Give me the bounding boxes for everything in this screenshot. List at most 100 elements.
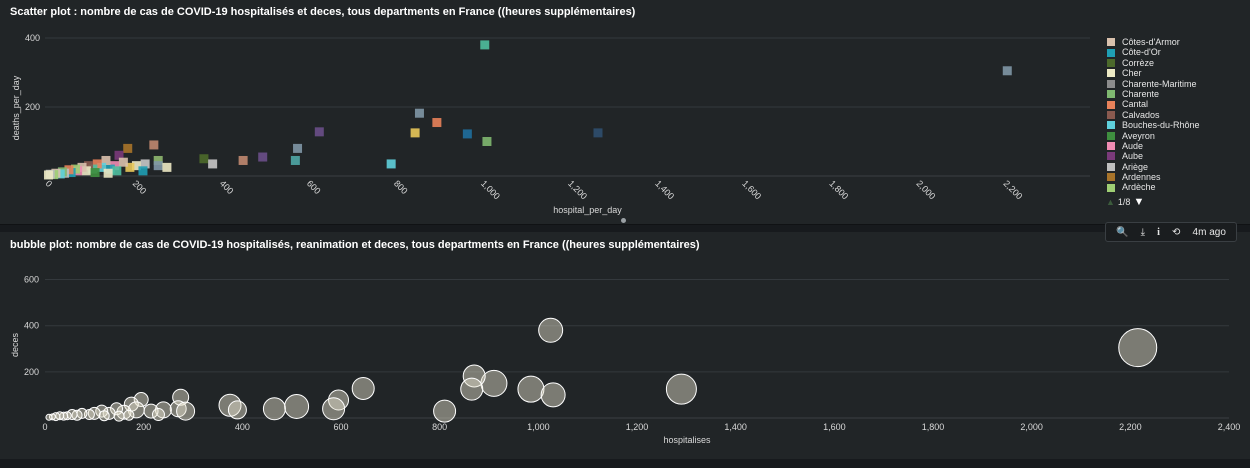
bubble-point[interactable]: [538, 317, 564, 343]
scatter-point[interactable]: [153, 155, 163, 165]
legend-item[interactable]: Cantal: [1107, 99, 1247, 109]
scatter-point[interactable]: [123, 143, 133, 153]
legend-item[interactable]: Charente-Maritime: [1107, 79, 1247, 89]
page-footer-strip: [0, 459, 1250, 468]
legend-item[interactable]: Ardennes: [1107, 172, 1247, 182]
legend-item[interactable]: Ardèche: [1107, 182, 1247, 192]
scatter-point[interactable]: [103, 168, 113, 178]
bubble-point[interactable]: [227, 400, 247, 420]
bubble-point[interactable]: [176, 401, 196, 421]
legend-item[interactable]: Charente: [1107, 89, 1247, 99]
y-tick-label: 200: [24, 367, 39, 377]
bubble-point[interactable]: [98, 410, 110, 422]
y-tick-label: 200: [25, 102, 40, 112]
bubble-chart: 200 400 600 0 200 400 600 800 1,000 1,200 1,400 1,6…: [10, 275, 1240, 445]
download-icon[interactable]: ⤓: [1140, 226, 1146, 238]
x-tick-label: 0: [42, 422, 47, 432]
scatter-point[interactable]: [112, 166, 122, 176]
scatter-point[interactable]: [125, 162, 135, 172]
bubble-point[interactable]: [322, 397, 346, 421]
search-icon[interactable]: 🔍: [1116, 226, 1129, 238]
scatter-point[interactable]: [199, 154, 209, 164]
legend-item[interactable]: Aude: [1107, 141, 1247, 151]
legend-item[interactable]: Corrèze: [1107, 58, 1247, 68]
x-tick-label: 0: [44, 178, 55, 189]
bubble-point[interactable]: [116, 404, 132, 420]
scatter-point[interactable]: [118, 157, 128, 167]
scatter-point[interactable]: [1002, 66, 1012, 76]
bubble-point[interactable]: [45, 413, 53, 421]
scatter-legend: Côtes-d'Armor Côte-d'Or Corrèze Cher Charent…: [1107, 37, 1247, 193]
scatter-point[interactable]: [92, 159, 102, 169]
legend-label: Calvados: [1122, 109, 1160, 120]
bubble-point[interactable]: [460, 377, 484, 401]
scatter-point[interactable]: [462, 129, 472, 139]
bubble-point[interactable]: [110, 402, 124, 416]
scatter-point[interactable]: [480, 40, 490, 50]
scatter-point[interactable]: [293, 143, 303, 153]
scatter-point[interactable]: [43, 170, 53, 180]
legend-item[interactable]: Ariège: [1107, 162, 1247, 172]
panel-resize-handle[interactable]: [621, 218, 626, 223]
refresh-icon[interactable]: ⟲: [1172, 226, 1181, 238]
bubble-point[interactable]: [62, 411, 72, 421]
info-icon[interactable]: i: [1157, 226, 1160, 238]
scatter-point[interactable]: [593, 128, 603, 138]
legend-item[interactable]: Côtes-d'Armor: [1107, 37, 1247, 47]
legend-item[interactable]: Cher: [1107, 68, 1247, 78]
bubble-point[interactable]: [113, 410, 125, 422]
bubble-point[interactable]: [284, 393, 310, 419]
scatter-point[interactable]: [482, 137, 492, 146]
scatter-point[interactable]: [432, 118, 442, 128]
scatter-point[interactable]: [149, 140, 159, 150]
x-tick-label: 2,200: [1002, 178, 1025, 201]
bubble-point[interactable]: [151, 408, 165, 422]
scatter-point[interactable]: [90, 168, 100, 178]
bubble-point[interactable]: [517, 375, 545, 403]
y-tick-label: 400: [25, 33, 40, 43]
bubble-point[interactable]: [1118, 328, 1158, 368]
legend-item[interactable]: Bouches-du-Rhône: [1107, 120, 1247, 130]
x-tick-label: 200: [136, 422, 151, 432]
scatter-point[interactable]: [84, 161, 94, 171]
bubble-point[interactable]: [433, 399, 457, 423]
scatter-point[interactable]: [410, 128, 420, 138]
bubble-point[interactable]: [351, 376, 375, 400]
bubble-point[interactable]: [665, 373, 697, 405]
x-tick-label: 800: [392, 178, 410, 196]
legend-item[interactable]: Aveyron: [1107, 131, 1247, 141]
scatter-point[interactable]: [414, 108, 424, 118]
scatter-point[interactable]: [314, 127, 324, 137]
scatter-point[interactable]: [101, 155, 111, 165]
scatter-point[interactable]: [153, 161, 163, 171]
legend-page-up-icon[interactable]: ▲: [1106, 197, 1115, 207]
bubble-point[interactable]: [133, 392, 149, 408]
bubble-panel: bubble plot: nombre de cas de COVID-19 h…: [0, 232, 1250, 459]
legend-swatch: [1107, 58, 1115, 67]
legend-item[interactable]: Calvados: [1107, 110, 1247, 120]
legend-label: Côte-d'Or: [1122, 47, 1161, 58]
x-tick-label: 1,600: [823, 422, 846, 432]
scatter-point[interactable]: [208, 159, 218, 169]
y-axis-label: deaths_per_day: [11, 75, 21, 140]
bubble-point[interactable]: [262, 397, 286, 421]
scatter-point[interactable]: [131, 161, 141, 171]
scatter-point[interactable]: [238, 155, 248, 165]
legend-item[interactable]: Aube: [1107, 151, 1247, 161]
bubble-point[interactable]: [123, 409, 135, 421]
scatter-point[interactable]: [140, 159, 150, 169]
x-tick-label: 1,800: [922, 422, 945, 432]
scatter-point[interactable]: [162, 162, 172, 172]
x-tick-label: 800: [432, 422, 447, 432]
legend-page-down-icon[interactable]: ▼: [1133, 196, 1145, 208]
scatter-point[interactable]: [114, 150, 124, 160]
bubble-point[interactable]: [540, 382, 566, 408]
scatter-point[interactable]: [138, 166, 148, 176]
legend-item[interactable]: Côte-d'Or: [1107, 47, 1247, 57]
scatter-point[interactable]: [290, 155, 300, 165]
legend-swatch: [1107, 48, 1115, 57]
scatter-point[interactable]: [258, 152, 268, 162]
legend-label: Cher: [1122, 68, 1142, 79]
scatter-point[interactable]: [386, 159, 396, 169]
legend-label: Ardèche: [1122, 182, 1156, 193]
